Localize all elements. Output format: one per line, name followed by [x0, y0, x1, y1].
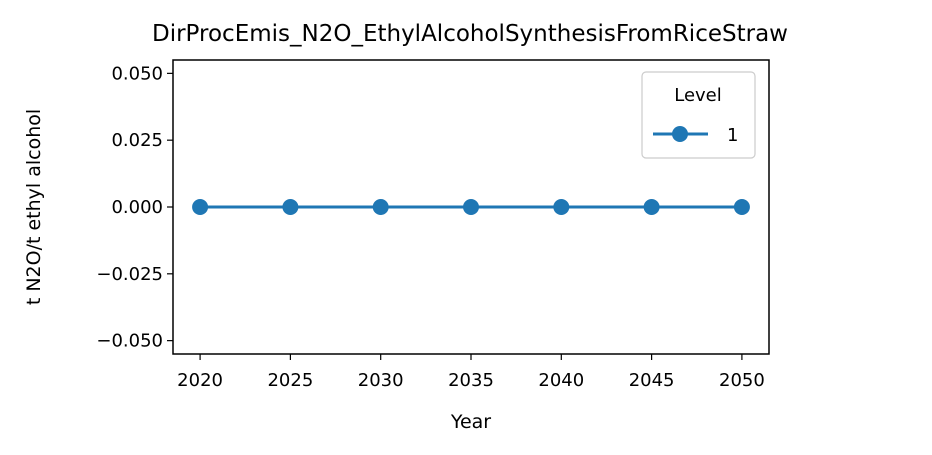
x-axis-ticks: 2020 2025 2030 2035 2040 2045 2050 — [177, 354, 765, 391]
data-point — [553, 199, 570, 215]
x-tick-label: 2040 — [538, 370, 584, 391]
x-axis-label: Year — [450, 411, 491, 433]
legend-title: Level — [674, 85, 722, 106]
data-point — [192, 199, 209, 215]
x-tick-label: 2035 — [448, 370, 494, 391]
x-tick-label: 2030 — [358, 370, 404, 391]
legend-box — [641, 71, 756, 159]
data-point — [282, 199, 299, 215]
legend-series-marker — [672, 126, 688, 142]
data-point — [643, 199, 660, 215]
y-tick-label: 0.050 — [111, 63, 163, 84]
y-tick-label: 0.000 — [111, 197, 163, 218]
y-tick-label: 0.025 — [111, 130, 163, 151]
x-tick-label: 2045 — [629, 370, 675, 391]
legend-series-label: 1 — [727, 125, 738, 146]
chart-title: DirProcEmis_N2O_EthylAlcoholSynthesisFro… — [152, 21, 788, 47]
y-axis-ticks: 0.050 0.025 0.000 −0.025 −0.050 — [96, 63, 173, 352]
x-tick-label: 2020 — [177, 370, 223, 391]
y-axis-label: t N2O/t ethyl alcohol — [23, 109, 45, 305]
data-point — [463, 199, 479, 215]
data-point — [733, 199, 750, 215]
series-layer — [192, 199, 750, 215]
x-tick-label: 2050 — [719, 370, 765, 391]
legend: Level 1 — [641, 71, 756, 159]
data-point — [372, 199, 389, 215]
y-tick-label: −0.025 — [96, 264, 163, 285]
y-tick-label: −0.050 — [96, 331, 163, 352]
x-tick-label: 2025 — [267, 370, 313, 391]
